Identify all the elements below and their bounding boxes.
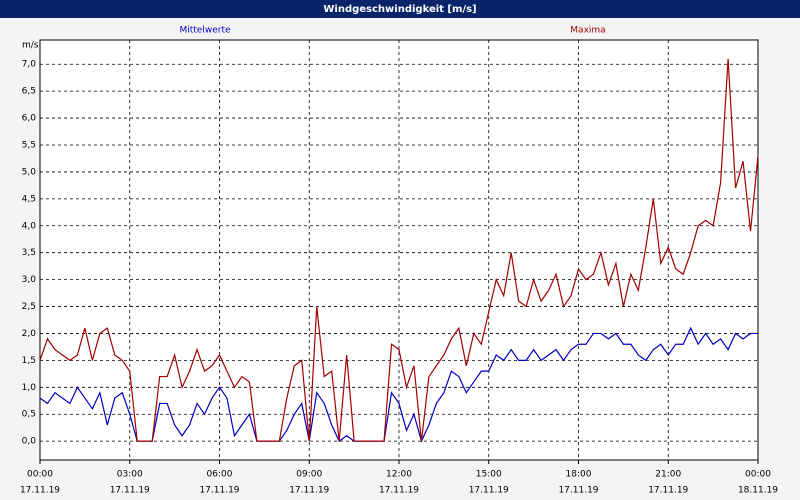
- chart-title: Windgeschwindigkeit [m/s]: [323, 4, 476, 15]
- x-tick-date: 17.11.19: [199, 486, 239, 496]
- x-tick-label: 09:00: [296, 470, 322, 480]
- x-tick-date: 17.11.19: [289, 486, 329, 496]
- x-tick-label: 00:00: [27, 470, 53, 480]
- title-bar: [0, 0, 800, 18]
- y-tick-label: 5,0: [22, 167, 37, 177]
- y-tick-label: 3,5: [22, 248, 36, 258]
- legend-label: Mittelwerte: [179, 26, 230, 36]
- x-tick-label: 03:00: [117, 470, 143, 480]
- y-tick-label: 6,0: [22, 114, 37, 124]
- y-tick-label: 3,0: [22, 275, 37, 285]
- series-line: [39, 58, 759, 442]
- y-tick-label: 6,5: [22, 87, 36, 97]
- y-tick-label: 5,5: [22, 141, 36, 151]
- x-tick-label: 12:00: [386, 470, 412, 480]
- y-tick-label: 2,0: [22, 329, 37, 339]
- x-tick-label: 00:00: [745, 470, 771, 480]
- x-tick-label: 21:00: [655, 470, 681, 480]
- y-tick-label: 1,0: [22, 383, 37, 393]
- x-tick-date: 17.11.19: [469, 486, 509, 496]
- x-tick-date: 17.11.19: [648, 486, 688, 496]
- x-tick-date: 17.11.19: [20, 486, 60, 496]
- y-tick-label: 0,5: [22, 410, 36, 420]
- series-line: [39, 326, 758, 443]
- x-tick-date: 18.11.19: [738, 486, 778, 496]
- y-tick-label: 2,5: [22, 302, 36, 312]
- x-tick-label: 06:00: [207, 470, 233, 480]
- x-tick-label: 15:00: [476, 470, 502, 480]
- y-unit: m/s: [22, 41, 39, 51]
- x-tick-date: 17.11.19: [379, 486, 419, 496]
- y-tick-label: 7,0: [22, 60, 37, 70]
- y-tick-label: 4,5: [22, 194, 36, 204]
- y-tick-label: 1,5: [22, 356, 36, 366]
- y-tick-label: 0,0: [22, 437, 37, 447]
- legend-label: Maxima: [570, 26, 605, 36]
- x-tick-date: 17.11.19: [558, 486, 598, 496]
- x-tick-date: 17.11.19: [110, 486, 150, 496]
- x-tick-label: 18:00: [566, 470, 592, 480]
- y-tick-label: 4,0: [22, 221, 37, 231]
